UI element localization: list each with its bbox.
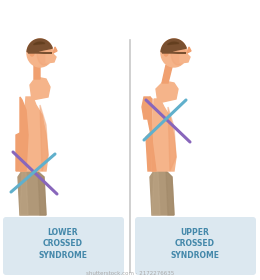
Polygon shape — [34, 63, 40, 79]
Polygon shape — [46, 53, 56, 63]
FancyBboxPatch shape — [135, 217, 256, 275]
Polygon shape — [142, 97, 152, 119]
Polygon shape — [38, 171, 46, 215]
FancyBboxPatch shape — [3, 217, 124, 275]
Polygon shape — [168, 107, 176, 171]
Polygon shape — [156, 81, 178, 103]
Ellipse shape — [171, 41, 185, 65]
Ellipse shape — [30, 50, 34, 56]
Polygon shape — [152, 171, 160, 215]
Polygon shape — [18, 171, 46, 215]
Text: UPPER
CROSSED
SYNDROME: UPPER CROSSED SYNDROME — [171, 228, 219, 260]
Ellipse shape — [27, 39, 53, 67]
Polygon shape — [16, 133, 24, 171]
Polygon shape — [53, 47, 57, 53]
Polygon shape — [40, 105, 48, 171]
Polygon shape — [20, 97, 28, 171]
Polygon shape — [146, 133, 156, 171]
Ellipse shape — [164, 50, 168, 56]
Polygon shape — [152, 99, 176, 171]
Polygon shape — [146, 97, 156, 171]
Ellipse shape — [161, 39, 187, 67]
Polygon shape — [20, 97, 48, 171]
Polygon shape — [150, 171, 174, 215]
Polygon shape — [27, 39, 52, 53]
Polygon shape — [34, 42, 45, 45]
Polygon shape — [187, 47, 191, 53]
Polygon shape — [161, 39, 186, 53]
Polygon shape — [20, 171, 28, 215]
Ellipse shape — [37, 41, 51, 65]
Polygon shape — [180, 53, 190, 63]
Text: shutterstock.com · 2172276635: shutterstock.com · 2172276635 — [86, 271, 174, 276]
Text: LOWER
CROSSED
SYNDROME: LOWER CROSSED SYNDROME — [38, 228, 88, 260]
Polygon shape — [162, 65, 172, 83]
Polygon shape — [30, 77, 50, 100]
Polygon shape — [168, 42, 179, 45]
Polygon shape — [166, 171, 174, 215]
